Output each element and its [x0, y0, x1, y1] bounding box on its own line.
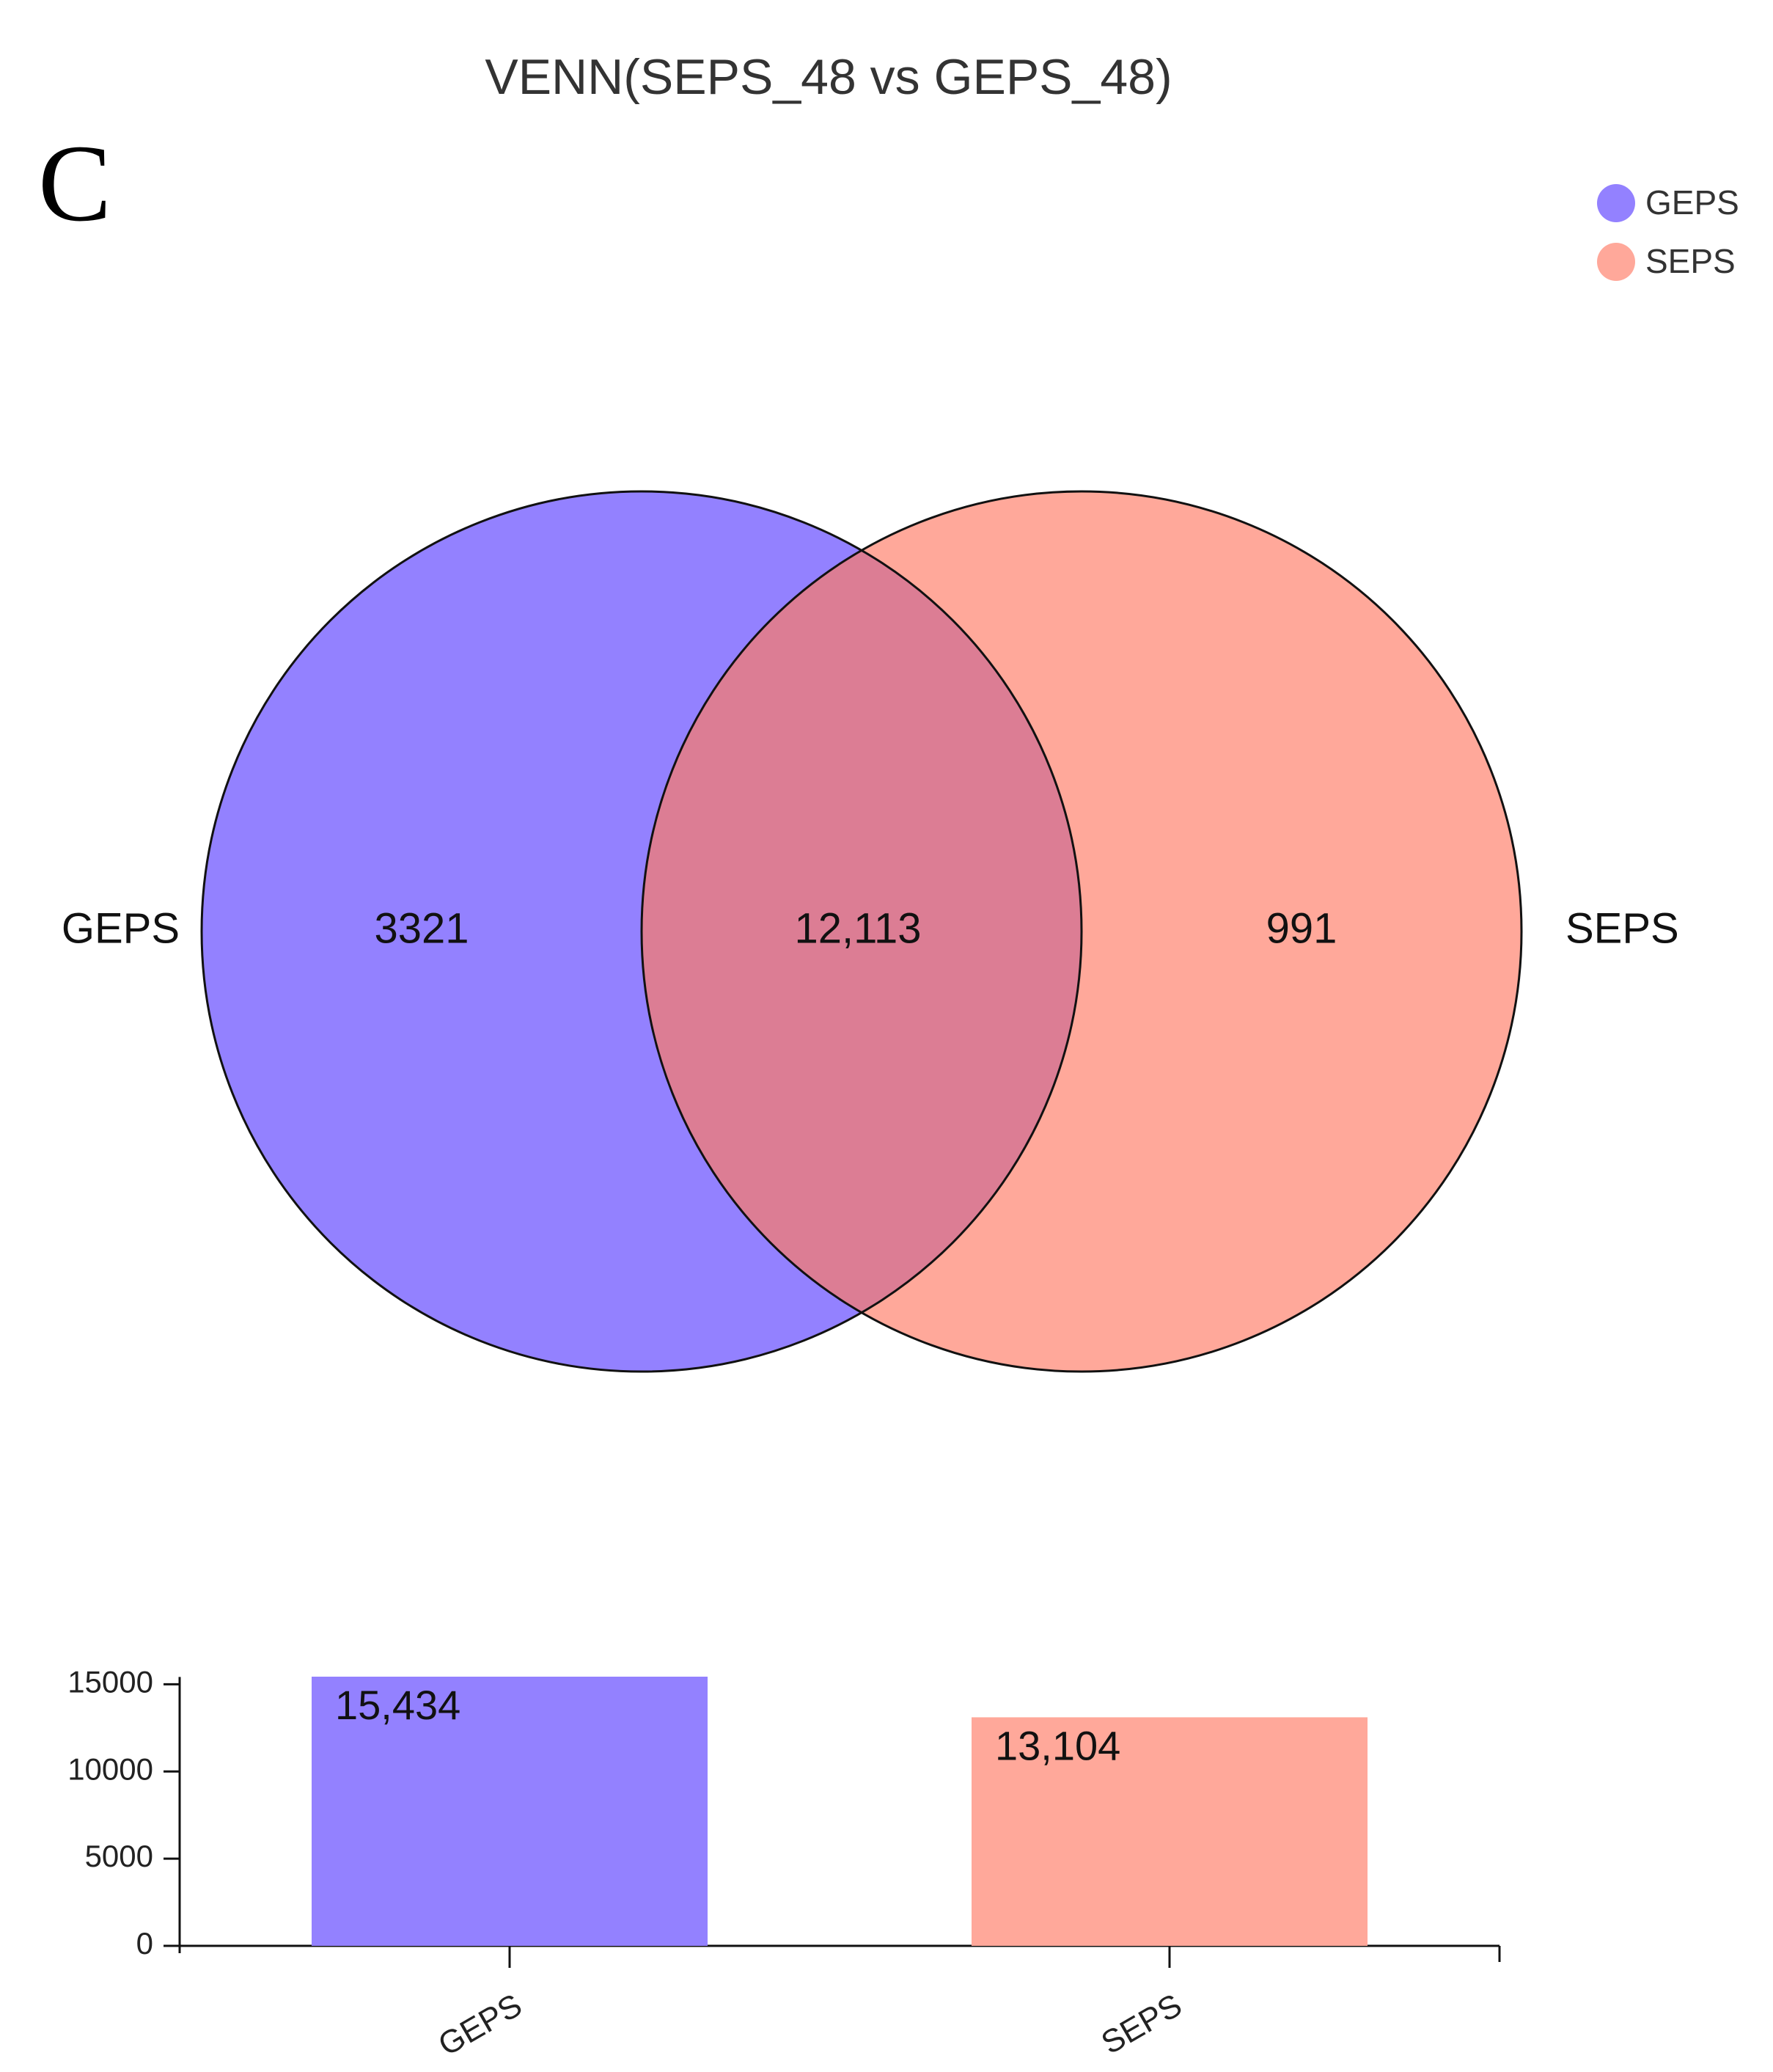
venn-diagram: GEPS SEPS 3321 12,113 991: [62, 490, 1679, 1373]
venn-set-label-geps: GEPS: [62, 904, 180, 952]
bar-x-axis: GEPS SEPS: [180, 1944, 1501, 2063]
venn-count-seps-only: 991: [1266, 904, 1337, 952]
panel-label: C: [38, 122, 111, 244]
legend: GEPS SEPS: [1597, 183, 1739, 281]
venn-overlap-region: [642, 491, 1082, 1372]
bar-seps: [972, 1717, 1368, 1946]
legend-label-geps: GEPS: [1645, 183, 1739, 222]
bar-x-tick-label-seps: SEPS: [1095, 1987, 1188, 2061]
bar-y-axis: 0 5000 10000 15000: [67, 1664, 181, 1961]
legend-marker-seps: [1597, 243, 1635, 281]
venn-count-geps-only: 3321: [374, 904, 469, 952]
bar-chart: 0 5000 10000 15000 GEPS SEPS 15,434 13,104: [67, 1664, 1501, 2063]
bar-y-tick-label: 0: [136, 1926, 153, 1961]
bar-marks: 15,434 13,104: [312, 1677, 1368, 1946]
bar-geps: [312, 1677, 708, 1946]
bar-y-tick-label: 5000: [85, 1839, 153, 1873]
venn-outline-geps: [200, 490, 1083, 1373]
bar-value-label-geps: 15,434: [335, 1682, 460, 1728]
bar-y-tick-label: 10000: [67, 1751, 153, 1786]
venn-outline-seps: [640, 490, 1523, 1373]
bar-value-label-seps: 13,104: [995, 1722, 1120, 1768]
bar-y-tick-label: 15000: [67, 1664, 153, 1699]
chart-title: VENN(SEPS_48 vs GEPS_48): [485, 49, 1172, 105]
bar-x-tick-label-geps: GEPS: [433, 1987, 528, 2063]
legend-marker-geps: [1597, 184, 1635, 222]
legend-label-seps: SEPS: [1645, 242, 1736, 280]
venn-set-label-seps: SEPS: [1565, 904, 1679, 952]
venn-count-intersection: 12,113: [794, 904, 921, 952]
